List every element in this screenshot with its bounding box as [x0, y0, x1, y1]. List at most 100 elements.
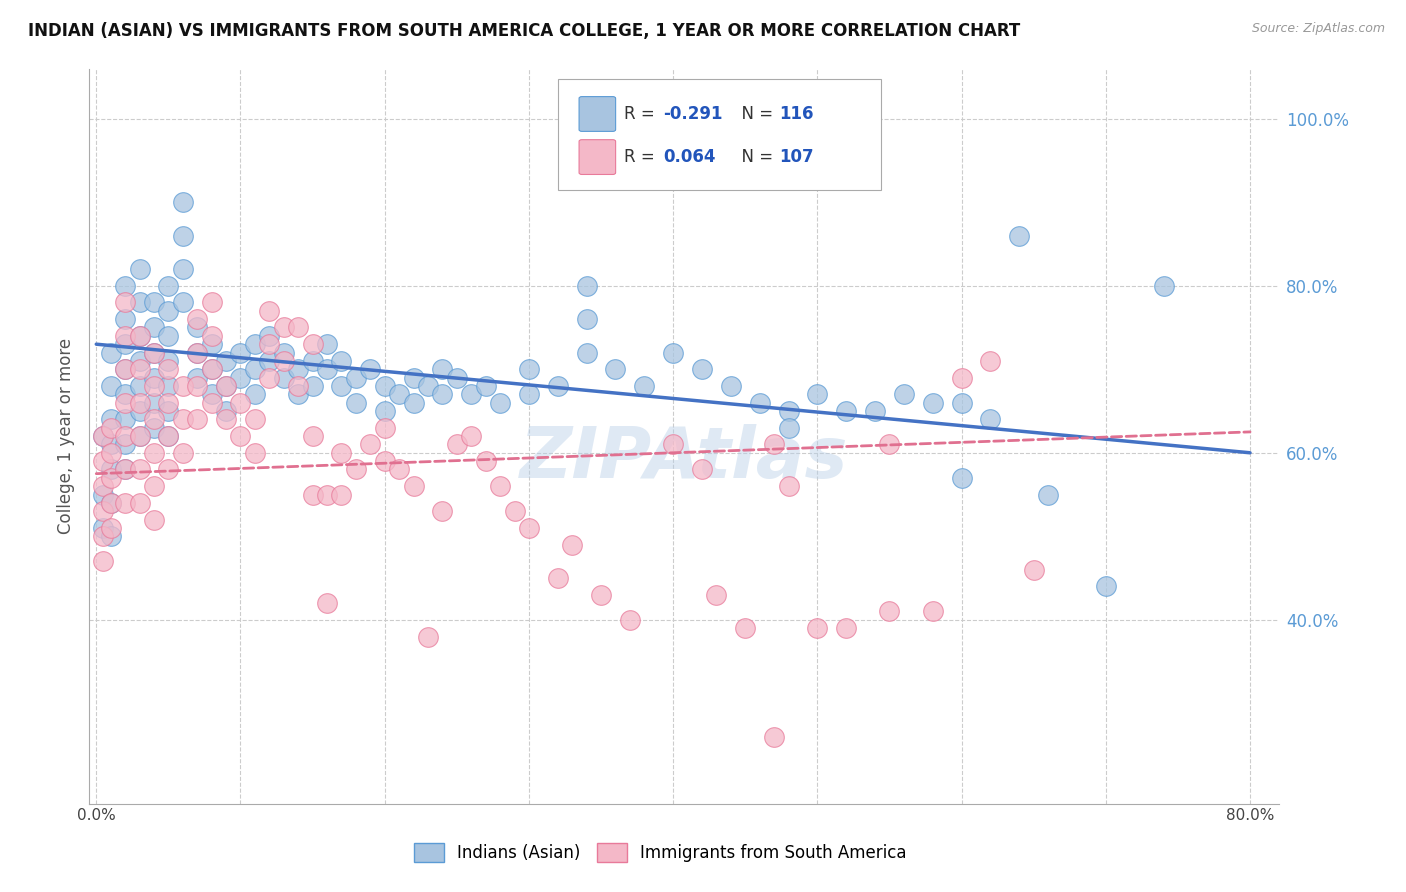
Point — [763, 437, 786, 451]
Point — [344, 395, 367, 409]
Point — [662, 345, 685, 359]
Point — [128, 404, 150, 418]
Point — [114, 312, 136, 326]
Point — [157, 462, 180, 476]
Point — [778, 479, 800, 493]
Point — [243, 446, 266, 460]
Point — [186, 345, 208, 359]
Point — [416, 630, 439, 644]
Point — [344, 370, 367, 384]
Point — [100, 446, 122, 460]
Point — [517, 521, 540, 535]
Point — [114, 295, 136, 310]
Point — [100, 471, 122, 485]
Point — [229, 370, 252, 384]
Point — [517, 387, 540, 401]
Point — [316, 596, 339, 610]
Point — [806, 621, 828, 635]
Point — [114, 328, 136, 343]
Point — [186, 320, 208, 334]
Point — [114, 462, 136, 476]
Point — [474, 454, 496, 468]
Point — [93, 521, 115, 535]
Point — [316, 362, 339, 376]
Point — [374, 404, 396, 418]
Point — [575, 312, 598, 326]
Point — [93, 479, 115, 493]
Point — [1094, 579, 1116, 593]
Point — [100, 379, 122, 393]
Point — [1008, 228, 1031, 243]
Point — [893, 387, 915, 401]
Point — [287, 320, 309, 334]
Point — [243, 337, 266, 351]
Point — [93, 429, 115, 443]
Point — [93, 429, 115, 443]
Point — [143, 379, 166, 393]
Point — [128, 379, 150, 393]
Point — [619, 613, 641, 627]
Point — [879, 437, 901, 451]
Point — [921, 395, 943, 409]
Point — [215, 354, 238, 368]
Point — [114, 337, 136, 351]
Point — [172, 262, 194, 277]
Point — [402, 370, 425, 384]
Point — [157, 278, 180, 293]
Point — [128, 295, 150, 310]
Point — [605, 362, 627, 376]
Point — [748, 395, 770, 409]
Point — [863, 404, 886, 418]
Point — [143, 295, 166, 310]
Point — [215, 412, 238, 426]
Point — [157, 354, 180, 368]
Point — [128, 429, 150, 443]
Point — [157, 429, 180, 443]
Point — [201, 395, 224, 409]
Point — [388, 387, 411, 401]
Point — [215, 379, 238, 393]
Point — [201, 337, 224, 351]
Point — [287, 362, 309, 376]
Point — [201, 362, 224, 376]
Point — [186, 345, 208, 359]
Point — [100, 412, 122, 426]
Point — [287, 387, 309, 401]
Point — [114, 395, 136, 409]
Point — [259, 354, 281, 368]
Point — [979, 354, 1001, 368]
Point — [359, 437, 381, 451]
Point — [93, 504, 115, 518]
Point — [201, 295, 224, 310]
Text: R =: R = — [624, 148, 659, 166]
Point — [575, 278, 598, 293]
Point — [100, 421, 122, 435]
Point — [128, 328, 150, 343]
Point — [157, 379, 180, 393]
Point — [186, 379, 208, 393]
Point — [100, 345, 122, 359]
Point — [330, 379, 353, 393]
Y-axis label: College, 1 year or more: College, 1 year or more — [58, 338, 75, 534]
Point — [93, 454, 115, 468]
Point — [1022, 563, 1045, 577]
Point — [446, 437, 468, 451]
Text: N =: N = — [731, 148, 779, 166]
Point — [114, 362, 136, 376]
Point — [301, 337, 323, 351]
Point — [172, 228, 194, 243]
Text: -0.291: -0.291 — [664, 105, 723, 123]
Point — [143, 513, 166, 527]
Point — [474, 379, 496, 393]
Point — [128, 354, 150, 368]
Point — [1036, 487, 1059, 501]
Point — [301, 379, 323, 393]
Point — [432, 504, 454, 518]
Point — [128, 496, 150, 510]
Point — [172, 379, 194, 393]
Point — [330, 354, 353, 368]
Point — [100, 462, 122, 476]
Point — [561, 538, 583, 552]
Point — [589, 588, 612, 602]
Point — [374, 379, 396, 393]
